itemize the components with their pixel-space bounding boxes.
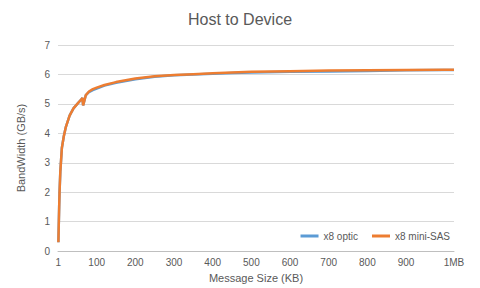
svg-text:2: 2 (44, 187, 50, 198)
svg-text:x8 mini-SAS: x8 mini-SAS (395, 231, 450, 242)
svg-text:300: 300 (166, 257, 183, 268)
svg-text:1: 1 (44, 216, 50, 227)
svg-text:5: 5 (44, 98, 50, 109)
svg-text:Message Size (KB): Message Size (KB) (209, 272, 303, 284)
svg-text:x8 optic: x8 optic (324, 231, 358, 242)
svg-text:500: 500 (243, 257, 260, 268)
svg-text:900: 900 (398, 257, 415, 268)
svg-text:4: 4 (44, 128, 50, 139)
svg-text:1: 1 (56, 257, 62, 268)
svg-text:Host to Device: Host to Device (188, 11, 292, 28)
svg-text:BandWidth (GB/s): BandWidth (GB/s) (15, 104, 27, 193)
svg-text:6: 6 (44, 69, 50, 80)
svg-text:1MB: 1MB (444, 257, 465, 268)
svg-text:0: 0 (44, 246, 50, 257)
svg-text:700: 700 (320, 257, 337, 268)
svg-text:800: 800 (359, 257, 376, 268)
svg-text:600: 600 (282, 257, 299, 268)
svg-text:7: 7 (44, 40, 50, 51)
svg-text:400: 400 (204, 257, 221, 268)
svg-text:200: 200 (127, 257, 144, 268)
svg-text:3: 3 (44, 157, 50, 168)
svg-text:100: 100 (88, 257, 105, 268)
